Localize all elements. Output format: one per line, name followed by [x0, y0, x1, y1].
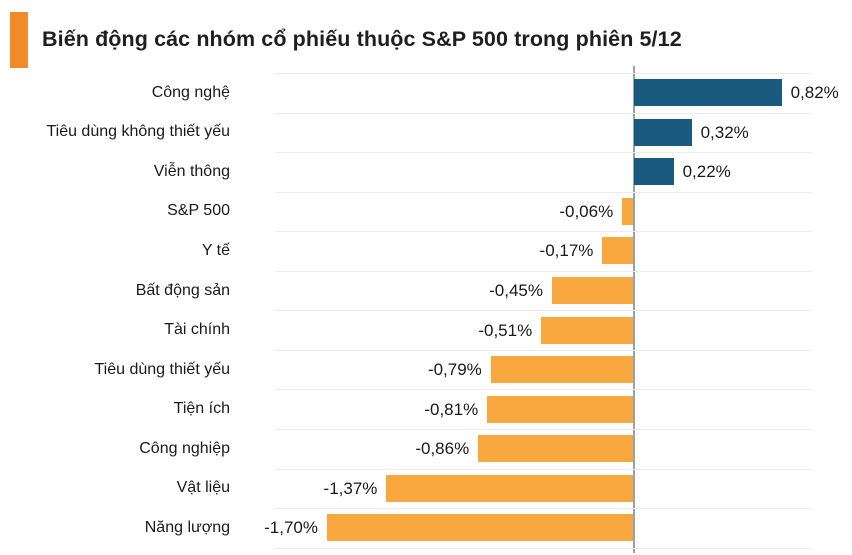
- category-label: Công nghiệp: [139, 439, 230, 457]
- row-gridline: [275, 112, 812, 114]
- bar: [552, 277, 633, 305]
- bar: [602, 237, 633, 265]
- zero-axis-line: [632, 66, 635, 553]
- value-label: -0,17%: [539, 241, 594, 261]
- bar: [478, 435, 633, 463]
- bar: [541, 316, 633, 344]
- value-label: 0,32%: [700, 122, 749, 142]
- row-gridline: [275, 389, 812, 391]
- value-label: -0,81%: [424, 399, 479, 419]
- row-gridline: [275, 270, 812, 272]
- row-gridline: [275, 73, 812, 74]
- bar: [622, 197, 633, 225]
- row-gridline: [275, 468, 812, 470]
- value-label: 0,82%: [790, 83, 839, 103]
- bar-chart: Công nghệ 0,82% Tiêu dùng không thiết yếu 0…: [0, 66, 852, 553]
- row-gridline: [275, 349, 812, 351]
- category-label: Tiêu dùng không thiết yếu: [46, 123, 230, 141]
- category-label: Năng lượng: [144, 518, 230, 536]
- row-gridline: [275, 231, 812, 233]
- row-gridline: [275, 152, 812, 154]
- value-label: 0,22%: [682, 162, 731, 182]
- bar: [490, 356, 633, 384]
- bar: [327, 514, 633, 542]
- value-label: -0,45%: [489, 281, 543, 301]
- value-label: -0,51%: [478, 320, 533, 340]
- category-label: Công nghệ: [151, 83, 230, 101]
- value-label: -1,37%: [323, 478, 378, 498]
- value-label: -0,06%: [559, 201, 614, 221]
- bar: [386, 474, 633, 502]
- value-label: -1,70%: [264, 518, 318, 538]
- value-label: -0,79%: [427, 360, 482, 380]
- category-label: Tài chính: [164, 321, 230, 339]
- category-label: Bất động sản: [135, 281, 230, 299]
- row-gridline: [275, 428, 812, 430]
- category-label: S&P 500: [167, 202, 230, 220]
- bar: [487, 395, 633, 423]
- row-gridline: [275, 191, 812, 193]
- category-label: Vật liệu: [176, 479, 230, 497]
- category-label: Y tế: [201, 241, 230, 259]
- title-accent-mark: [10, 12, 28, 68]
- bar: [634, 158, 674, 186]
- bar: [634, 118, 692, 146]
- category-label: Tiêu dùng thiết yếu: [94, 360, 231, 378]
- category-label: Tiện ích: [173, 400, 230, 418]
- category-label: Viễn thông: [153, 162, 230, 180]
- page-title: Biến động các nhóm cổ phiếu thuộc S&P 50…: [42, 27, 682, 51]
- row-gridline: [275, 310, 812, 312]
- row-gridline: [275, 547, 812, 549]
- value-label: -0,86%: [415, 439, 470, 459]
- row-gridline: [275, 508, 812, 509]
- bar: [634, 79, 782, 107]
